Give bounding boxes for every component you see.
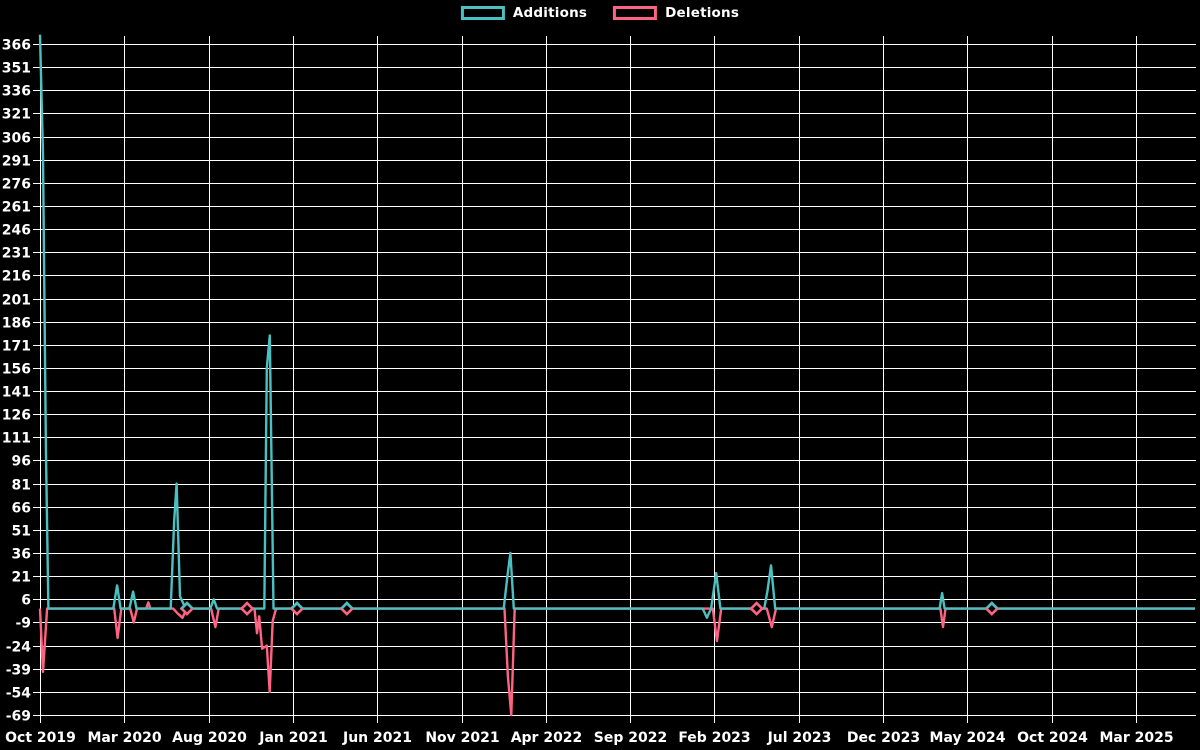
legend-item-deletions[interactable]: Deletions — [613, 5, 739, 21]
svg-text:Sep 2022: Sep 2022 — [594, 730, 667, 746]
svg-text:Apr 2022: Apr 2022 — [511, 730, 583, 746]
svg-text:Oct 2024: Oct 2024 — [1017, 730, 1088, 746]
svg-text:366: 366 — [2, 38, 31, 54]
svg-text:201: 201 — [2, 293, 31, 309]
svg-text:351: 351 — [2, 61, 31, 77]
x-gridlines — [40, 36, 1137, 723]
y-tick-labels: 3663513363213062912762612462312162011861… — [2, 38, 31, 725]
svg-text:Jun 2021: Jun 2021 — [342, 730, 412, 746]
deletions-line — [38, 601, 1195, 717]
svg-text:Dec 2023: Dec 2023 — [847, 730, 920, 746]
x-tick-labels: Oct 2019 Mar 2020 Aug 2020 Jan 2021 Jun 2021… — [5, 730, 1173, 746]
svg-text:Jul 2023: Jul 2023 — [767, 730, 832, 746]
svg-text:291: 291 — [2, 154, 31, 170]
svg-text:51: 51 — [12, 524, 31, 540]
svg-text:246: 246 — [2, 223, 31, 239]
chart-legend: Additions Deletions — [460, 5, 739, 21]
svg-text:186: 186 — [2, 316, 31, 332]
legend-label-deletions: Deletions — [665, 5, 740, 21]
svg-text:111: 111 — [2, 431, 31, 447]
svg-text:Jan 2021: Jan 2021 — [258, 730, 327, 746]
legend-item-additions[interactable]: Additions — [460, 5, 588, 21]
svg-text:336: 336 — [2, 84, 31, 100]
additions-point-marker — [985, 601, 999, 610]
svg-text:276: 276 — [2, 177, 31, 193]
svg-text:Mar 2025: Mar 2025 — [1099, 730, 1173, 746]
additions-point-marker — [340, 601, 354, 610]
svg-text:96: 96 — [12, 454, 31, 470]
svg-text:6: 6 — [21, 593, 31, 609]
svg-text:-69: -69 — [6, 709, 31, 725]
svg-text:Aug 2020: Aug 2020 — [172, 730, 247, 746]
svg-text:306: 306 — [2, 131, 31, 147]
deletions-point-marker — [749, 601, 764, 616]
legend-label-additions: Additions — [512, 5, 588, 21]
svg-text:81: 81 — [12, 478, 31, 494]
svg-text:Feb 2023: Feb 2023 — [678, 730, 750, 746]
svg-text:141: 141 — [2, 385, 31, 401]
additions-line — [38, 34, 1195, 619]
y-gridlines — [33, 44, 1196, 716]
svg-text:May 2024: May 2024 — [930, 730, 1006, 746]
svg-text:Mar 2020: Mar 2020 — [87, 730, 161, 746]
svg-text:156: 156 — [2, 362, 31, 378]
svg-text:66: 66 — [12, 501, 31, 517]
svg-text:21: 21 — [12, 570, 31, 586]
svg-text:216: 216 — [2, 269, 31, 285]
svg-text:321: 321 — [2, 107, 31, 123]
svg-text:261: 261 — [2, 200, 31, 216]
svg-text:-24: -24 — [6, 640, 32, 656]
svg-text:-39: -39 — [6, 663, 31, 679]
zero-point-markers — [179, 601, 1000, 616]
deletions-swatch — [613, 6, 658, 20]
additions-point-marker — [180, 601, 194, 610]
svg-text:126: 126 — [2, 408, 31, 424]
additions-swatch — [460, 6, 505, 20]
svg-text:36: 36 — [12, 547, 31, 563]
svg-text:-9: -9 — [15, 616, 31, 632]
deletions-point-marker — [239, 601, 255, 616]
additions-point-marker — [290, 601, 304, 610]
svg-text:Nov 2021: Nov 2021 — [425, 730, 499, 746]
svg-text:-54: -54 — [6, 686, 32, 702]
svg-text:171: 171 — [2, 339, 31, 355]
svg-text:Oct 2019: Oct 2019 — [5, 730, 76, 746]
svg-text:231: 231 — [2, 246, 31, 262]
